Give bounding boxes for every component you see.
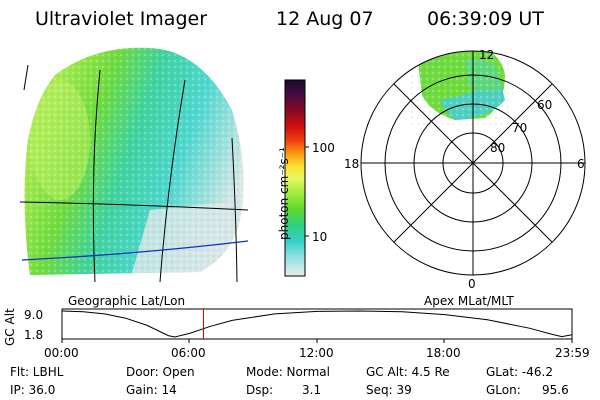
observation-time: 06:39:09 UT (427, 8, 544, 30)
colorbar-unit-label: photon cm⁻²s⁻¹ (277, 147, 291, 240)
geo-longitude-info-value: 95.6 (542, 383, 569, 397)
observation-date: 12 Aug 07 (276, 8, 374, 30)
time-tick-1200: 12:00 (299, 346, 334, 360)
dsp-info-label: Dsp: (246, 383, 274, 397)
mlt-label-0: 0 (468, 277, 476, 291)
ip-info: IP: 36.0 (10, 383, 56, 397)
geographic-grid-label: Geographic Lat/Lon (68, 294, 186, 308)
apex-grid-label: Apex MLat/MLT (424, 294, 514, 308)
instrument-title: Ultraviolet Imager (35, 8, 208, 30)
globe-image (19, 47, 249, 283)
colorbar (284, 79, 309, 277)
time-tick-0600: 06:00 (171, 346, 206, 360)
lat-label-70: 70 (512, 121, 528, 135)
mode-info: Mode: Normal (246, 365, 330, 379)
altitude-plot (61, 308, 573, 343)
altitude-ytick-1-8: 1.8 (24, 328, 44, 342)
dsp-info-value: 3.1 (302, 383, 322, 397)
gain-info: Gain: 14 (126, 383, 177, 397)
altitude-axis-label: GC Alt (3, 308, 17, 346)
gc-altitude-info: GC Alt: 4.5 Re (366, 365, 450, 379)
filter-info: Flt: LBHL (10, 365, 64, 379)
geo-longitude-info-label: GLon: (486, 383, 521, 397)
sequence-info: Seq: 39 (366, 383, 412, 397)
mlt-label-18: 18 (344, 157, 360, 171)
altitude-series-line (61, 310, 573, 338)
geo-latitude-info: GLat: -46.2 (486, 365, 553, 379)
altitude-ytick-9: 9.0 (24, 308, 44, 322)
lat-label-80: 80 (490, 141, 506, 155)
polar-plot (360, 50, 586, 276)
mlt-label-12: 12 (479, 48, 495, 62)
time-tick-0000: 00:00 (44, 346, 79, 360)
time-tick-2359: 23:59 (555, 346, 590, 360)
colorbar-tick-10: 10 (312, 230, 328, 244)
mlt-label-6: 6 (577, 157, 585, 171)
door-info: Door: Open (126, 365, 195, 379)
lat-label-60: 60 (537, 98, 553, 112)
time-tick-1800: 18:00 (426, 346, 461, 360)
colorbar-tick-100: 100 (312, 141, 335, 155)
